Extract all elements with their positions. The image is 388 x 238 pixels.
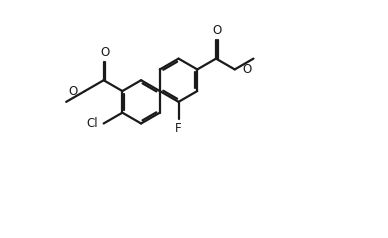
Text: F: F — [175, 122, 182, 135]
Text: Cl: Cl — [87, 117, 98, 130]
Text: O: O — [242, 63, 251, 76]
Text: O: O — [212, 25, 222, 37]
Text: O: O — [68, 84, 78, 98]
Text: O: O — [100, 46, 109, 59]
